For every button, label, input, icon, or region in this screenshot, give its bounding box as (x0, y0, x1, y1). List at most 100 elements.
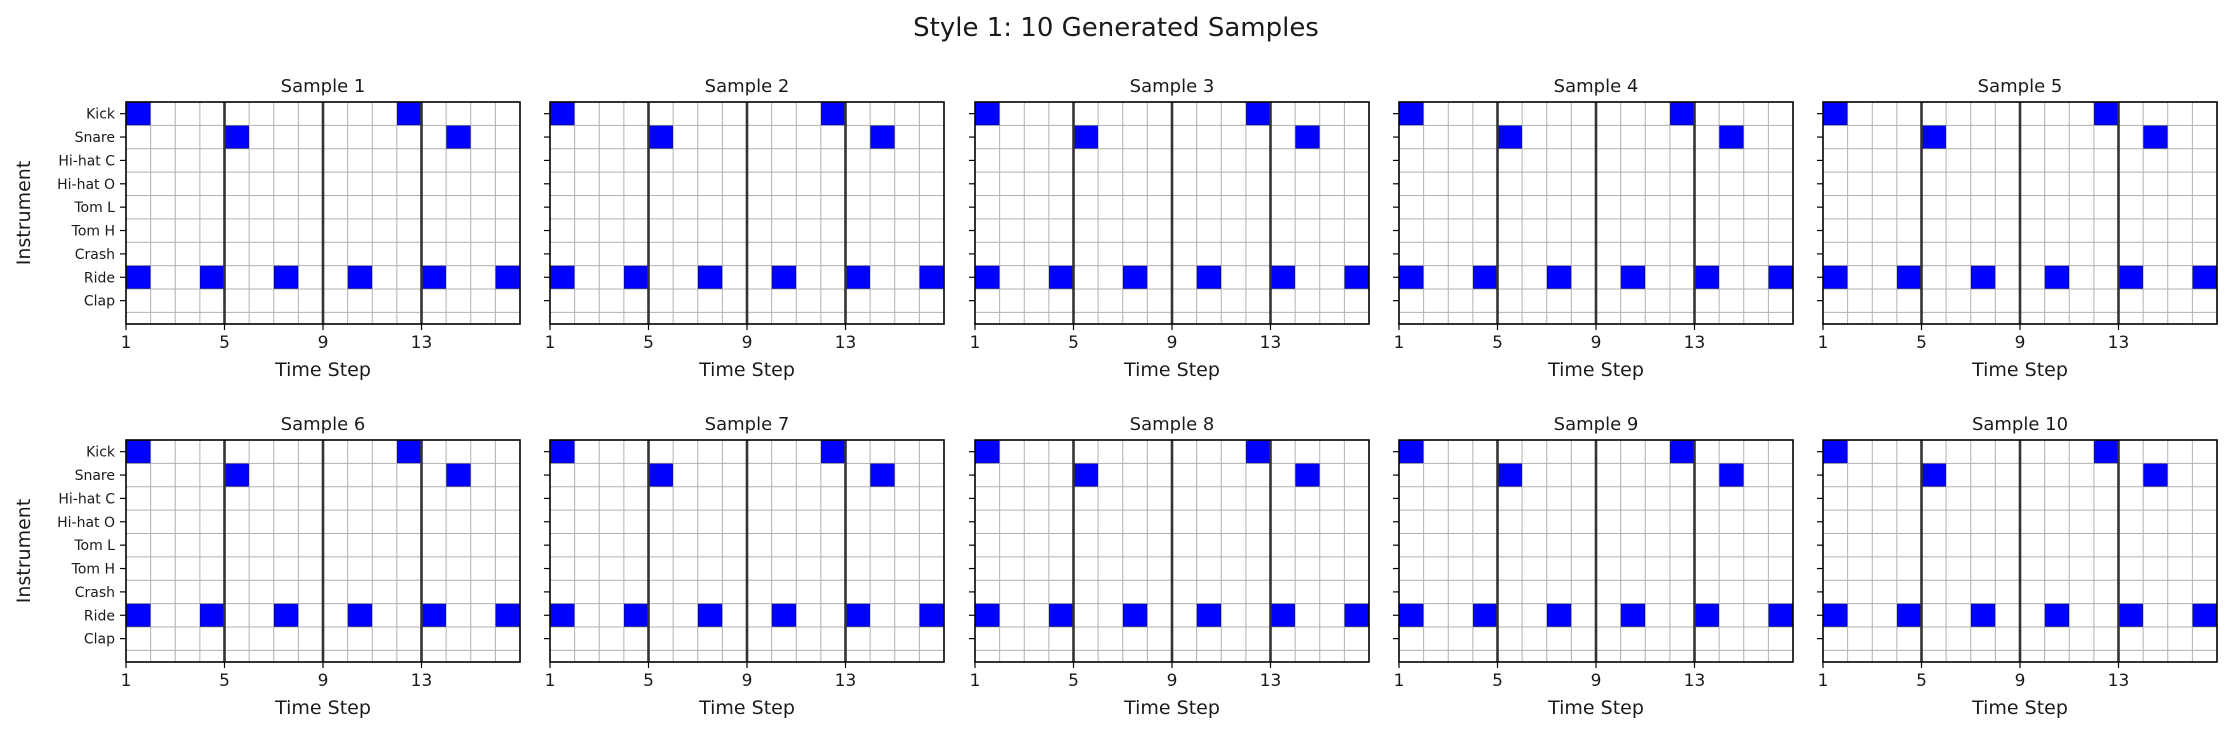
hit-cell (1344, 603, 1369, 627)
hit-cell (648, 125, 673, 149)
hit-cell (2143, 125, 2168, 149)
sample-title: Sample 2 (705, 76, 790, 97)
y-tick-label: Kick (86, 445, 116, 461)
hit-cell (1694, 265, 1719, 289)
x-tick-label: 9 (1591, 671, 1602, 691)
sample-title: Sample 10 (1972, 414, 2068, 435)
hit-cell (550, 603, 575, 627)
x-axis-label: Time Step (1123, 359, 1220, 381)
hit-cell (919, 265, 944, 289)
hit-cell (126, 102, 151, 126)
y-tick-label: Clap (84, 294, 115, 310)
sample-plot: Sample 5 1 5 9 13 Time Step (1817, 76, 2218, 381)
plots: Sample 1 Kick Snare Hi-hat C Hi-hat O Tom L To… (13, 76, 2218, 719)
hit-cell (1497, 125, 1522, 149)
hit-cell (495, 603, 520, 627)
hit-cell (1921, 463, 1946, 487)
x-tick-label: 1 (545, 671, 556, 691)
hit-cell (1768, 603, 1793, 627)
hit-cell (126, 265, 151, 289)
hit-cell (495, 265, 520, 289)
hit-cell (975, 102, 1000, 126)
x-tick-label: 1 (970, 671, 981, 691)
x-tick-label: 1 (970, 333, 981, 353)
hit-cell (1196, 265, 1222, 289)
x-axis-label: Time Step (1971, 697, 2068, 719)
hit-cell (1246, 102, 1271, 126)
hit-cell (1295, 125, 1320, 149)
x-tick-label: 1 (1394, 333, 1405, 353)
x-axis-label: Time Step (1971, 359, 2068, 381)
x-tick-label: 13 (1684, 333, 1706, 353)
x-tick-label: 1 (545, 333, 556, 353)
x-axis-label: Time Step (698, 697, 795, 719)
x-axis-label: Time Step (698, 359, 795, 381)
x-axis-label: Time Step (1123, 697, 1220, 719)
hit-cell (1823, 102, 1848, 126)
hit-cell (550, 102, 575, 126)
y-tick-label: Hi-hat C (58, 153, 115, 169)
hit-cell (224, 463, 249, 487)
hit-cell (1073, 463, 1098, 487)
hit-cell (975, 265, 1000, 289)
hit-cell (550, 265, 575, 289)
hit-cell (2094, 102, 2119, 126)
y-tick-label: Kick (86, 107, 116, 123)
hit-cell (2118, 603, 2143, 627)
hit-cell (624, 603, 649, 627)
hit-cell (126, 440, 151, 464)
x-tick-label: 9 (2015, 333, 2026, 353)
x-tick-label: 13 (2108, 333, 2130, 353)
x-tick-label: 1 (121, 671, 132, 691)
y-tick-label: Ride (84, 608, 115, 624)
y-tick-label: Tom H (71, 224, 115, 240)
sample-plot: Sample 6 Kick Snare Hi-hat C Hi-hat O Tom L To… (13, 414, 521, 719)
x-tick-label: 5 (219, 671, 230, 691)
hit-cell (1620, 603, 1646, 627)
hit-cell (1270, 603, 1295, 627)
x-tick-label: 5 (643, 333, 654, 353)
hit-cell (870, 463, 895, 487)
hit-cell (1270, 265, 1295, 289)
hit-cell (200, 265, 225, 289)
x-tick-label: 13 (835, 333, 857, 353)
hit-cell (771, 603, 797, 627)
y-tick-label: Crash (75, 585, 115, 601)
x-axis-label: Time Step (1547, 697, 1644, 719)
sample-title: Sample 7 (705, 414, 790, 435)
hit-cell (2192, 603, 2217, 627)
x-tick-label: 9 (1167, 333, 1178, 353)
hit-cell (1473, 265, 1498, 289)
hit-cell (845, 603, 870, 627)
sample-plot: Sample 9 1 5 9 13 Time Step (1393, 414, 1794, 719)
sample-title: Sample 6 (281, 414, 366, 435)
hit-cell (697, 265, 723, 289)
sample-title: Sample 9 (1554, 414, 1639, 435)
hit-cell (1399, 440, 1424, 464)
x-tick-label: 9 (742, 333, 753, 353)
hit-cell (1246, 440, 1271, 464)
hit-cell (273, 265, 299, 289)
x-tick-label: 5 (1916, 333, 1927, 353)
hit-cell (771, 265, 797, 289)
hit-cell (1694, 603, 1719, 627)
x-tick-label: 9 (318, 671, 329, 691)
hit-cell (446, 463, 471, 487)
hit-cell (1719, 463, 1744, 487)
hit-cell (1473, 603, 1498, 627)
hit-cell (397, 102, 422, 126)
y-tick-label: Tom L (73, 538, 115, 554)
hit-cell (1073, 125, 1098, 149)
sample-plot: Sample 7 1 5 9 13 Time Step (544, 414, 945, 719)
figure-title: Style 1: 10 Generated Samples (913, 13, 1319, 43)
hit-cell (1122, 265, 1148, 289)
hit-cell (919, 603, 944, 627)
hit-cell (1546, 265, 1572, 289)
hit-cell (1719, 125, 1744, 149)
y-tick-label: Tom L (73, 200, 115, 216)
hit-cell (821, 102, 846, 126)
hit-cell (1897, 603, 1922, 627)
x-tick-label: 5 (1068, 333, 1079, 353)
sample-plot: Sample 2 1 5 9 13 Time Step (544, 76, 945, 381)
x-tick-label: 1 (1818, 333, 1829, 353)
